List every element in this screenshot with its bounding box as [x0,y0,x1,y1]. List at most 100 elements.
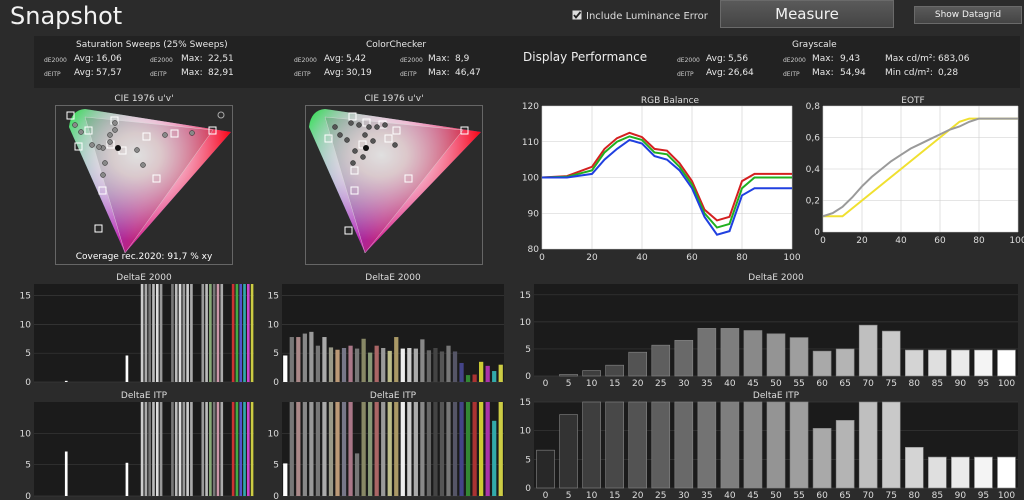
gs-title: Grayscale [792,40,837,50]
gs-itp-bar [582,401,601,489]
sat-itp-bar [231,402,235,496]
gs-itp-bar [951,456,970,489]
cc-itp-bar [341,402,347,496]
rgb-ytick: 90 [528,209,540,219]
sat-itp-avg-label: Avg: [74,68,94,78]
sat-itp-bar [152,402,155,496]
gs-de-label-2: dE2000 [783,57,806,64]
gs-itp-xtick: 55 [793,491,804,500]
gs-itp-label: dEITP [677,71,694,78]
cc-itp-bar [472,402,477,496]
gs-itp-xtick: 45 [747,491,758,500]
sat-itp-ytick: 10 [20,429,32,439]
rgb-balance-chart: RGB Balance 80 90 100 110 120 0 20 40 60 80 100 [522,96,800,263]
gs-itp-bar [605,401,624,489]
eotf-xtick: 40 [895,236,907,246]
rgb-series-1 [541,135,792,229]
sat-itp-bar [243,402,246,496]
gs-de-bar [881,330,901,377]
gs-de-xtick: 35 [701,379,712,388]
sat-itp-bar [239,402,243,496]
eotf-ytick: 0,8 [806,102,821,112]
cc-itp-bar [433,402,438,496]
sat-itp-bar [216,402,220,496]
cc-de-bar [426,350,432,382]
include-luminance-checkbox[interactable]: Include Luminance Error [572,10,708,22]
sat-itp-chart: DeltaE ITP 0 5 10 [20,391,254,500]
sat-de-bar [209,284,212,382]
eotf-ytick: 0,6 [806,134,821,144]
gs-de-xtick: 5 [566,379,572,388]
gs-de-bar [743,330,763,377]
cc-de-bar [394,337,399,382]
cc-itp-bar [381,402,386,496]
gs-itp-xtick: 25 [655,491,666,500]
cie-title-1: CIE 1976 u'v' [114,94,174,104]
sat-itp-bar [201,402,205,496]
rgb-xtick: 40 [636,253,648,263]
sat-itp-bar [220,402,224,496]
gs-itp-xtick: 0 [543,491,549,500]
sat-de-bar [155,284,159,382]
cc-itp-bar [335,402,340,496]
eotf-ytick: 0,2 [806,197,820,207]
rgb-ytick: 100 [522,174,539,184]
sat-itp-bar [246,402,250,496]
cc-de-avg: 5,42 [346,54,367,64]
show-datagrid-button[interactable]: Show Datagrid [914,6,1022,24]
cc-itp-plot-area [282,402,504,496]
gs-de-xtick: 45 [747,379,758,388]
gs-de-bar [651,344,671,377]
gs-itp-bar [835,420,855,489]
cc-itp-bar [492,420,497,496]
gs-itp-xtick: 15 [609,491,620,500]
sat-de-bar [171,284,174,382]
gs-itp-bar [974,456,993,489]
cc-de-bar [289,337,294,382]
measure-button[interactable]: Measure [720,0,894,28]
cc-itp-bar [485,402,490,496]
cc-de-bar [400,348,405,382]
cc-itp-bar [413,402,418,496]
cc-itp-bar [328,402,334,496]
sat-itp-label: dEITP [44,71,61,78]
gs-de-label: dE2000 [677,57,700,64]
sat-itp-bar [171,402,174,496]
sat-de-max-label: Max: [181,54,203,64]
cie-title-2: CIE 1976 u'v' [364,94,424,104]
cc-de-bar [381,347,386,382]
gs-itp-xtick: 60 [816,491,828,500]
sat-itp-bar [178,402,182,496]
gs-itp-bar [720,401,740,489]
cc-itp-bar [322,402,327,496]
sat-itp-bar [250,402,254,496]
gs-itp-xtick: 10 [586,491,598,500]
cc-de-bar [322,337,327,382]
cc-de-bar [498,364,503,382]
sat-de-bar [250,284,254,382]
cc-de-bar [479,361,484,382]
cc-de-bar [348,345,353,382]
gs-itp-max-label: Max: [812,68,834,78]
sat-de-bar [235,284,239,382]
gs-de-bar [812,350,832,377]
sat-de-avg: 16,06 [96,54,122,64]
sat-de-bar [140,284,144,382]
sat-de-bar [174,284,178,382]
sat-itp-bar [182,402,186,496]
gs-itp-ytick: 10 [520,427,532,437]
gs-itp-max: 54,94 [840,68,866,78]
sat-de2000-chart: DeltaE 2000 0 5 10 15 [20,273,254,388]
gs-itp-chart: DeltaE ITP 0 5 10 15 0 5 10 15 20 25 30 35 40 45 50 55 60… [520,391,1018,500]
cc-de-label-2: dE2000 [400,57,423,64]
cc-de-bar [309,331,314,382]
stats-panel [34,36,1020,88]
gs-itp-ytick: 5 [525,455,531,465]
gs-de-xtick: 80 [909,379,921,388]
cc-de-max-label: Max: [428,54,450,64]
sat-de-bar [212,284,216,382]
gs-itp-xtick: 90 [955,491,967,500]
sat-de-bar [182,284,186,382]
cc-de-bar [335,349,340,382]
gs-itp-bar [766,401,786,489]
